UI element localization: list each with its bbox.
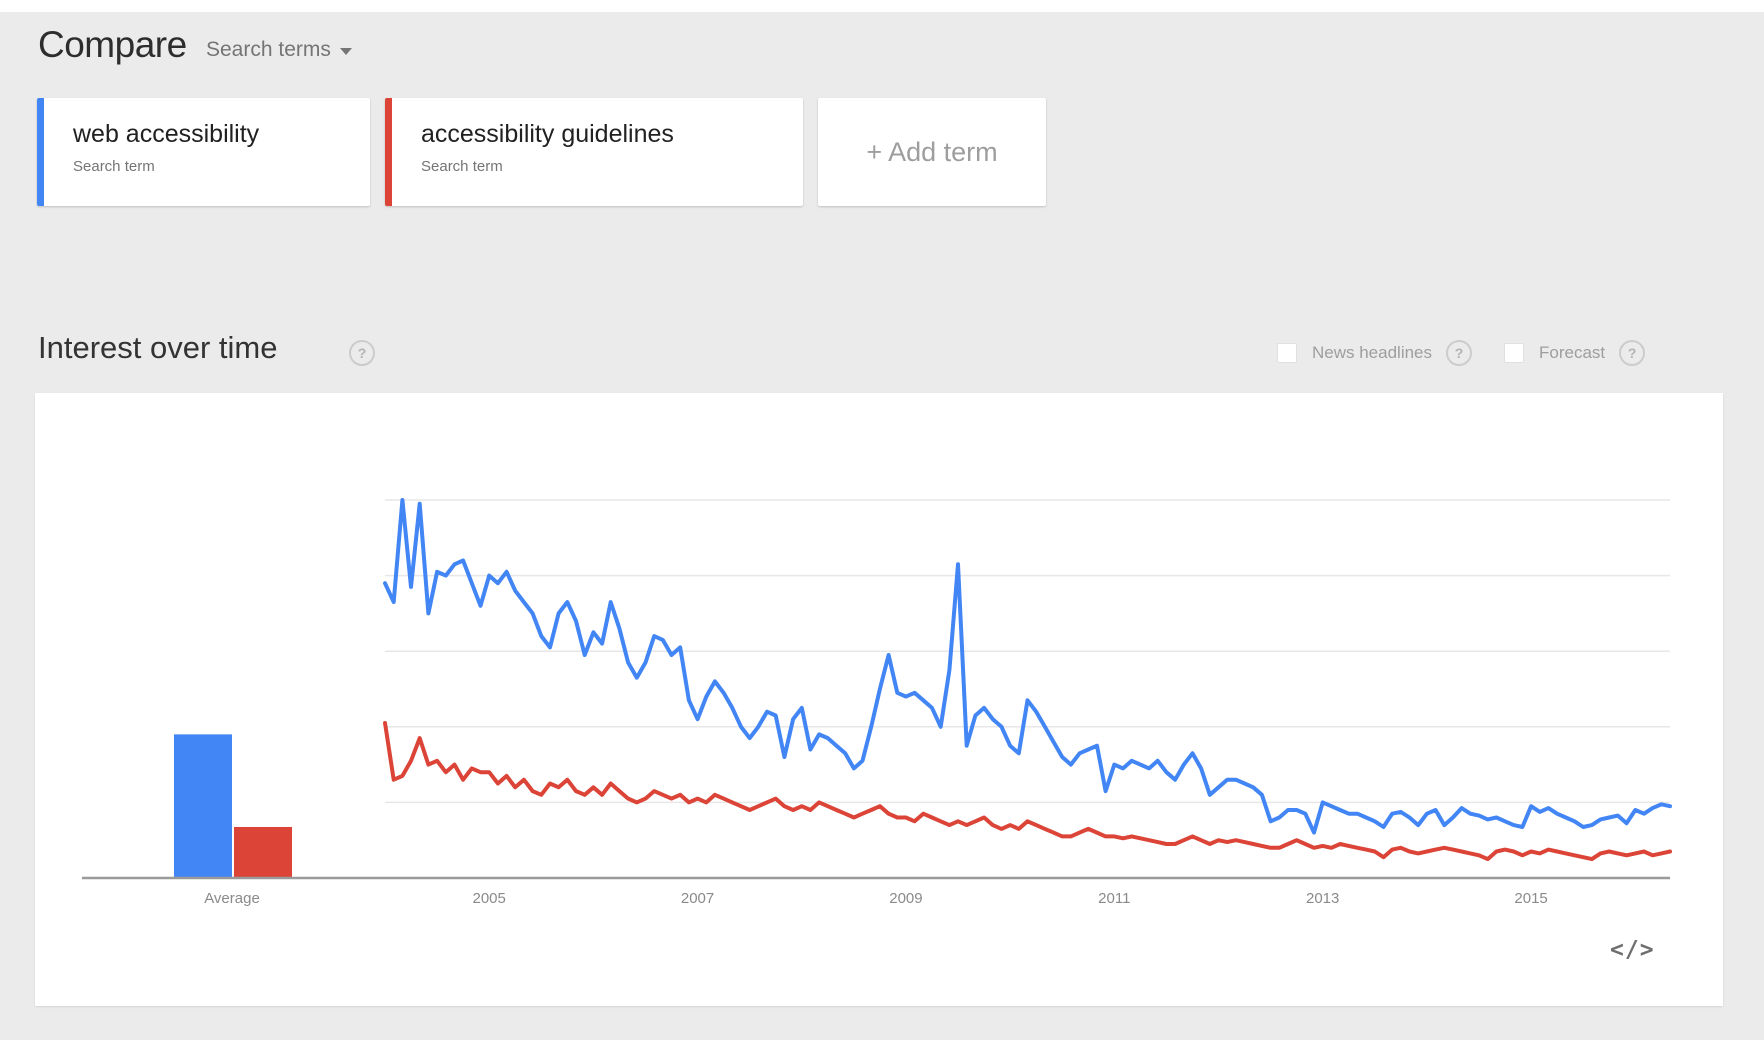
term-card-accessibility-guidelines[interactable]: accessibility guidelines Search term — [385, 98, 803, 206]
trend-line-chart[interactable] — [35, 393, 1723, 1006]
news-headlines-checkbox[interactable] — [1277, 343, 1297, 363]
term-type-label: Search term — [73, 158, 155, 175]
search-terms-dropdown[interactable]: Search terms — [206, 38, 352, 62]
page-title: Compare — [38, 24, 187, 65]
chevron-down-icon — [339, 48, 352, 55]
x-axis-tick-label: 2007 — [680, 890, 715, 907]
add-term-button[interactable]: + Add term — [818, 98, 1046, 206]
term-label: accessibility guidelines — [421, 120, 674, 148]
x-axis-tick-label: 2013 — [1306, 890, 1340, 907]
add-term-label: + Add term — [866, 136, 998, 167]
interest-over-time-chart-panel: Average 2005 2007 2009 2011 2013 2015 </> — [35, 393, 1723, 1006]
term-card-web-accessibility[interactable]: web accessibility Search term — [37, 98, 370, 206]
term-color-strip — [385, 98, 392, 206]
help-icon[interactable]: ? — [349, 340, 375, 366]
x-axis-tick-label: 2009 — [889, 890, 923, 907]
forecast-checkbox[interactable] — [1504, 343, 1525, 363]
embed-code-icon[interactable]: </> — [1610, 937, 1655, 963]
term-type-label: Search term — [421, 158, 503, 175]
forecast-label: Forecast — [1539, 343, 1606, 362]
news-headlines-label: News headlines — [1312, 343, 1433, 362]
chart-options: News headlines ? Forecast ? — [1277, 340, 1646, 366]
help-icon[interactable]: ? — [1619, 340, 1646, 366]
top-toolbar-strip — [0, 0, 1764, 12]
term-label: web accessibility — [73, 120, 260, 148]
term-color-strip — [37, 98, 44, 206]
x-axis-tick-label: 2015 — [1514, 890, 1548, 907]
search-terms-dropdown-label: Search terms — [206, 38, 331, 61]
section-title: Interest over time — [38, 330, 278, 365]
x-axis-tick-label: Average — [204, 890, 260, 907]
x-axis-tick-label: 2005 — [472, 890, 506, 907]
help-icon[interactable]: ? — [1446, 340, 1473, 366]
x-axis-tick-label: 2011 — [1098, 890, 1131, 907]
